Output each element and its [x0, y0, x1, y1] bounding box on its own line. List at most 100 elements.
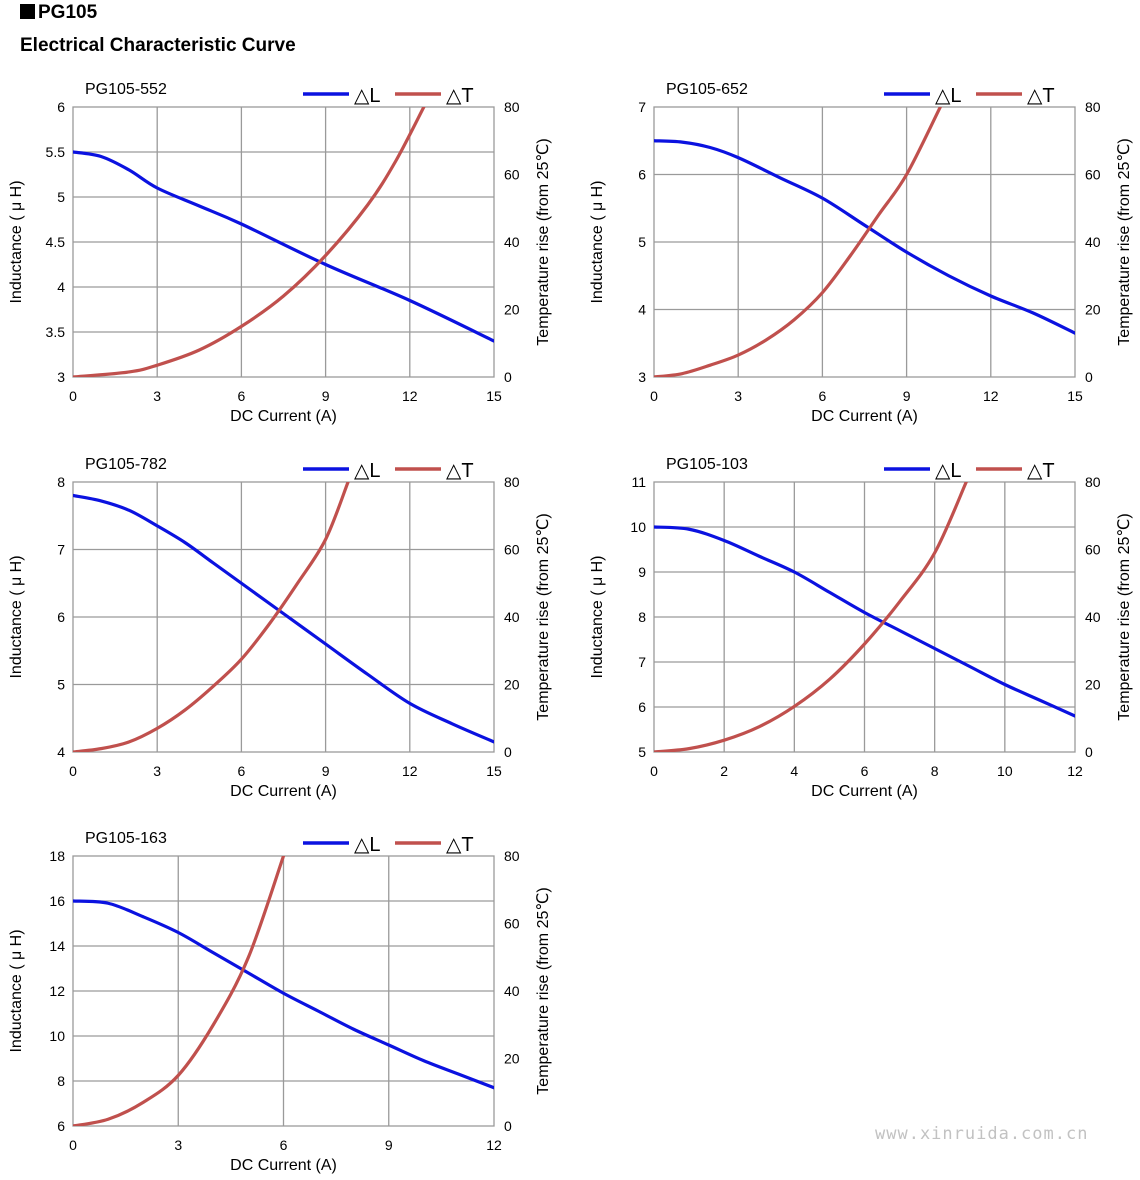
x-tick-label: 6 [819, 388, 827, 404]
legend-label-temperature: △T [446, 834, 474, 856]
inductance-line [73, 493, 494, 744]
x-tick-label: 6 [861, 763, 869, 779]
inductance-line [73, 899, 494, 1090]
y-tick-label: 14 [49, 938, 65, 954]
model-name: PG105 [38, 2, 98, 23]
x-tick-label: 15 [1067, 388, 1083, 404]
x-tick-label: 9 [385, 1137, 393, 1153]
y-tick-label: 6 [57, 99, 65, 115]
y2-tick-label: 80 [1085, 99, 1101, 115]
legend-label-temperature: △T [446, 85, 474, 107]
y-axis-label: Inductance ( μ H) [589, 555, 606, 678]
temperature-rise-line [73, 482, 350, 752]
plot-frame [653, 481, 1076, 753]
y-tick-label: 6 [57, 609, 65, 625]
y-tick-label: 5 [638, 744, 646, 760]
x-tick-label: 0 [69, 388, 77, 404]
y2-tick-label: 0 [1085, 744, 1093, 760]
legend-label-inductance: △L [935, 460, 962, 482]
x-axis-label: DC Current (A) [230, 783, 337, 800]
y-tick-label: 8 [57, 1073, 65, 1089]
y-tick-label: 10 [630, 519, 646, 535]
y2-tick-label: 80 [1085, 474, 1101, 490]
section-title: Electrical Characteristic Curve [20, 35, 296, 56]
y-axis-label: Inductance ( μ H) [8, 929, 25, 1052]
legend-label-inductance: △L [354, 834, 381, 856]
y2-tick-label: 20 [1085, 302, 1101, 318]
y-tick-label: 7 [57, 542, 65, 558]
x-tick-label: 0 [69, 1137, 77, 1153]
y2-axis-label: Temperature rise (from 25℃) [535, 138, 552, 345]
x-tick-label: 12 [486, 1137, 502, 1153]
chart-5: 0 3 6 9 12 6 8 10 12 14 16 18 0 20 40 60 80 DC Current (A… [8, 830, 552, 1174]
y-tick-label: 6 [638, 699, 646, 715]
y2-axis-label: Temperature rise (from 25℃) [1116, 513, 1133, 720]
y-tick-label: 10 [49, 1028, 65, 1044]
inductance-line [654, 139, 1075, 335]
y2-tick-label: 20 [504, 1051, 520, 1067]
y2-tick-label: 20 [504, 302, 520, 318]
watermark: www.xinruida.com.cn [875, 1124, 1089, 1144]
x-tick-label: 12 [402, 763, 418, 779]
x-tick-label: 9 [903, 388, 911, 404]
y-tick-label: 3 [57, 369, 65, 385]
y-tick-label: 5 [638, 234, 646, 250]
legend-label-temperature: △T [446, 460, 474, 482]
y-tick-label: 6 [57, 1118, 65, 1134]
temperature-rise-line [73, 107, 426, 377]
y-tick-label: 16 [49, 893, 65, 909]
y-tick-label: 4 [57, 744, 65, 760]
y-tick-label: 4 [638, 302, 646, 318]
x-tick-label: 3 [153, 763, 161, 779]
plot-frame [653, 106, 1076, 378]
y2-tick-label: 60 [1085, 542, 1101, 558]
legend-label-temperature: △T [1027, 85, 1055, 107]
y2-tick-label: 20 [1085, 677, 1101, 693]
y2-tick-label: 80 [504, 99, 520, 115]
x-axis-label: DC Current (A) [230, 1157, 337, 1174]
chart-title: PG105-552 [85, 81, 167, 98]
x-tick-label: 12 [402, 388, 418, 404]
x-axis-label: DC Current (A) [811, 408, 918, 425]
y-tick-label: 4.5 [46, 234, 66, 250]
y-tick-label: 8 [57, 474, 65, 490]
y-tick-label: 7 [638, 654, 646, 670]
y-tick-label: 4 [57, 279, 65, 295]
x-axis-label: DC Current (A) [230, 408, 337, 425]
x-tick-label: 9 [322, 763, 330, 779]
black-square-icon [20, 4, 35, 19]
x-tick-label: 2 [720, 763, 728, 779]
y-tick-label: 7 [638, 99, 646, 115]
x-tick-label: 3 [734, 388, 742, 404]
y-tick-label: 5.5 [46, 144, 66, 160]
x-axis-label: DC Current (A) [811, 783, 918, 800]
x-tick-label: 4 [790, 763, 798, 779]
x-tick-label: 0 [650, 763, 658, 779]
y2-axis-label: Temperature rise (from 25℃) [1116, 138, 1133, 345]
chart-title: PG105-103 [666, 456, 748, 473]
y-axis-label: Inductance ( μ H) [589, 180, 606, 303]
x-tick-label: 3 [174, 1137, 182, 1153]
y-axis-label: Inductance ( μ H) [8, 180, 25, 303]
legend-label-inductance: △L [935, 85, 962, 107]
x-tick-label: 15 [486, 388, 502, 404]
inductance-line [73, 150, 494, 343]
legend-label-temperature: △T [1027, 460, 1055, 482]
plot-frame [72, 106, 495, 378]
y-axis-label: Inductance ( μ H) [8, 555, 25, 678]
legend-label-inductance: △L [354, 460, 381, 482]
chart-title: PG105-652 [666, 81, 748, 98]
x-tick-label: 6 [238, 388, 246, 404]
x-tick-label: 9 [322, 388, 330, 404]
model-header: PG105 [20, 2, 97, 24]
y-tick-label: 9 [638, 564, 646, 580]
chart-title: PG105-163 [85, 830, 167, 847]
y2-tick-label: 80 [504, 474, 520, 490]
x-tick-label: 12 [1067, 763, 1083, 779]
y2-tick-label: 20 [504, 677, 520, 693]
x-tick-label: 10 [997, 763, 1013, 779]
